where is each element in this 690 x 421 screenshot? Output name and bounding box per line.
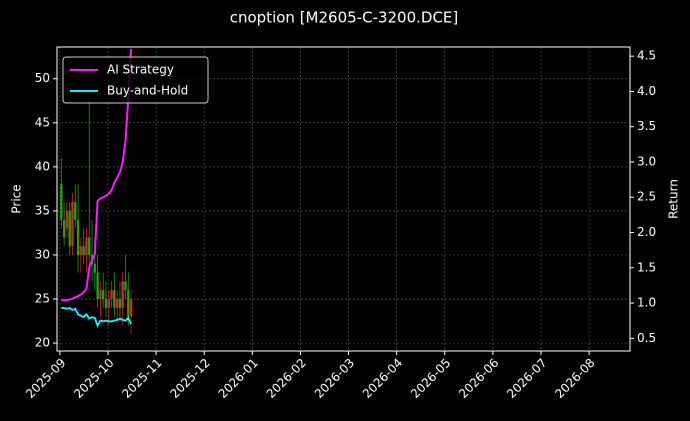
y2-tick-label: 3.5: [637, 119, 656, 133]
y2-tick-label: 2.5: [637, 190, 656, 204]
y-tick-label: 25: [35, 292, 50, 306]
candle-body: [88, 237, 91, 255]
y2-tick-label: 3.0: [637, 154, 656, 168]
line-series: [61, 306, 133, 329]
candle-body: [93, 263, 97, 273]
candle-body: [113, 290, 116, 308]
grid: [57, 47, 630, 351]
candle-body: [68, 210, 71, 247]
legend-label: AI Strategy: [107, 63, 174, 77]
candle-body: [99, 290, 102, 300]
y2-tick-label: 2.0: [637, 225, 656, 239]
y-tick-label: 20: [35, 336, 50, 350]
candle-body: [121, 281, 124, 308]
candle-body: [65, 210, 69, 229]
candle-body: [71, 202, 74, 247]
legend-label: Buy-and-Hold: [107, 84, 188, 98]
candle-body: [129, 299, 133, 317]
candle-body: [76, 219, 80, 255]
y-axis-label: Price: [10, 184, 24, 213]
y-tick-label: 40: [35, 159, 50, 173]
plot-frame: [56, 46, 631, 352]
candle-body: [101, 290, 105, 300]
candle-body: [110, 290, 113, 300]
y-tick-label: 30: [35, 247, 50, 261]
line-series: [61, 49, 133, 302]
y-tick-label: 50: [35, 71, 50, 85]
candle-body: [104, 299, 108, 308]
y2-tick-label: 0.5: [637, 331, 656, 345]
candle-body: [107, 299, 110, 308]
candle-body: [96, 272, 99, 300]
candle-body: [85, 237, 88, 255]
candle-body: [60, 184, 63, 220]
candle-body: [79, 246, 83, 255]
y2-tick-label: 1.5: [637, 260, 656, 274]
y2-axis-label: Return: [667, 179, 681, 219]
y-tick-label: 35: [35, 203, 50, 217]
y-tick-label: 45: [35, 115, 50, 129]
y2-tick-label: 4.5: [637, 49, 656, 63]
candle-body: [118, 299, 122, 308]
chart-title: cnoption [M2605-C-3200.DCE]: [230, 9, 459, 27]
plot-area: [60, 49, 133, 335]
candle-body: [82, 246, 85, 255]
legend-box: [62, 56, 209, 104]
candle-body: [62, 219, 66, 238]
candle-body: [127, 290, 130, 317]
candle-body: [115, 299, 119, 308]
candle-body: [74, 202, 77, 220]
y2-tick-label: 1.0: [637, 296, 656, 310]
y2-tick-label: 4.0: [637, 84, 656, 98]
candle-body: [124, 281, 127, 291]
